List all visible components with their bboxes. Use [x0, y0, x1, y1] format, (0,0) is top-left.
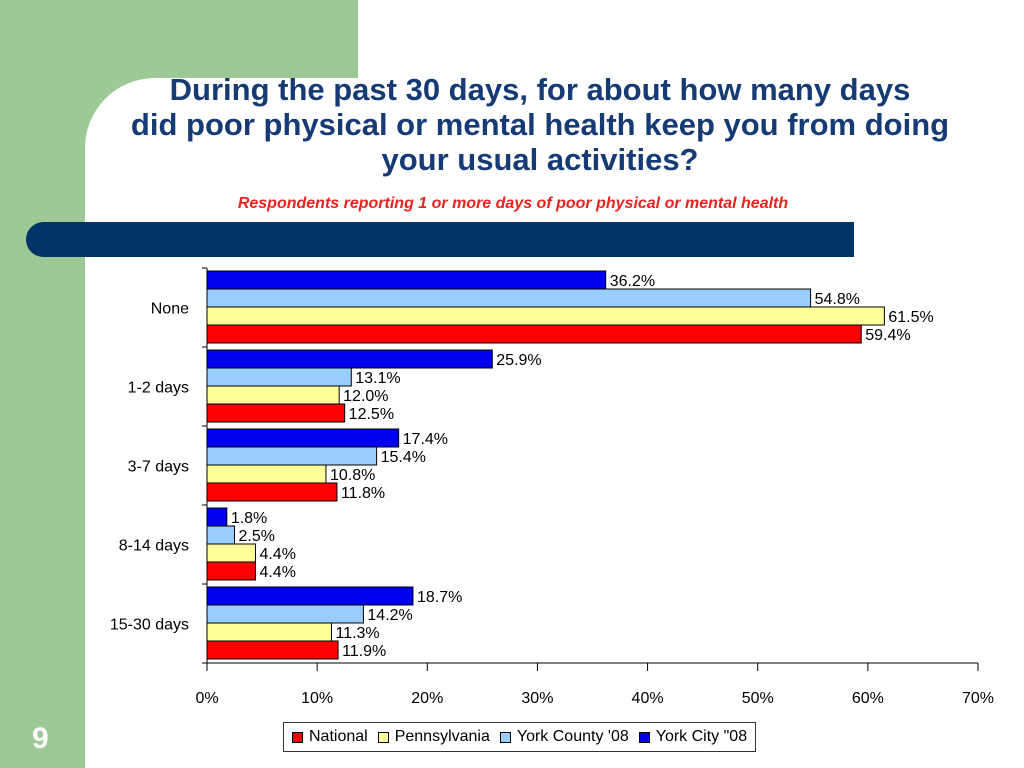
legend-swatch	[499, 731, 511, 743]
data-label: 25.9%	[496, 352, 541, 369]
data-label: 18.7%	[417, 589, 462, 606]
x-tick-label: 50%	[742, 690, 774, 707]
data-label: 61.5%	[888, 309, 933, 326]
bar	[206, 622, 332, 642]
legend-swatch	[377, 731, 389, 743]
data-label: 11.3%	[335, 625, 379, 642]
category-label: 3-7 days	[128, 459, 189, 476]
bar	[206, 482, 338, 502]
bar	[206, 428, 400, 448]
legend-item-york-county: York County '08	[499, 728, 629, 746]
bar	[206, 385, 340, 405]
slide-title: During the past 30 days, for about how m…	[70, 72, 1010, 177]
bar	[206, 543, 256, 563]
category-label: 8-14 days	[119, 538, 189, 555]
data-label: 54.8%	[815, 291, 860, 308]
legend-item-national: National	[292, 728, 368, 746]
x-tick-label: 20%	[411, 690, 443, 707]
data-label: 2.5%	[239, 528, 275, 545]
data-label: 4.4%	[259, 546, 295, 563]
x-tick-label: 60%	[852, 690, 884, 707]
legend-item-pennsylvania: Pennsylvania	[377, 728, 490, 746]
bar	[206, 349, 493, 369]
data-label: 59.4%	[865, 327, 910, 344]
bar	[206, 324, 862, 344]
title-line-1: During the past 30 days, for about how m…	[169, 72, 911, 107]
x-tick-label: 40%	[632, 690, 664, 707]
bar	[206, 306, 885, 326]
title-line-3: your usual activities?	[381, 142, 699, 177]
data-label: 13.1%	[355, 370, 400, 387]
title-line-2: did poor physical or mental health keep …	[130, 107, 950, 142]
slide-subtitle: Respondents reporting 1 or more days of …	[237, 195, 789, 212]
chart-legend: National Pennsylvania York County '08 Yo…	[283, 722, 757, 752]
x-tick-label: 30%	[521, 690, 553, 707]
bar	[206, 270, 607, 290]
x-tick-label: 0%	[195, 690, 218, 707]
legend-label: York County '08	[516, 728, 629, 745]
bar	[206, 525, 236, 545]
bar	[206, 367, 352, 387]
x-tick-label: 10%	[301, 690, 333, 707]
legend-label: York City "08	[655, 728, 748, 745]
data-label: 14.2%	[367, 607, 412, 624]
data-label: 15.4%	[381, 449, 426, 466]
data-label: 12.0%	[343, 388, 388, 405]
bar	[206, 288, 812, 308]
data-label: 4.4%	[259, 564, 295, 581]
legend-label: National	[309, 728, 368, 745]
page-number: 9	[32, 722, 49, 755]
category-label: 1-2 days	[128, 380, 189, 397]
bar	[206, 586, 414, 606]
category-label: None	[151, 301, 189, 318]
data-label: 1.8%	[231, 510, 267, 527]
bar	[206, 464, 327, 484]
data-label: 10.8%	[330, 467, 375, 484]
x-tick-label: 70%	[962, 690, 994, 707]
category-label: 15-30 days	[110, 617, 189, 634]
data-label: 11.8%	[341, 485, 385, 502]
legend-swatch	[638, 731, 650, 743]
legend-swatch	[292, 731, 303, 743]
bar	[206, 604, 364, 624]
legend-label: Pennsylvania	[394, 728, 490, 745]
data-label: 11.9%	[342, 643, 386, 660]
data-label: 12.5%	[349, 406, 394, 423]
bar	[206, 446, 378, 466]
data-label: 17.4%	[403, 431, 448, 448]
legend-item-york-city: York City "08	[638, 728, 748, 746]
navy-divider-bar	[26, 222, 854, 257]
bar	[206, 561, 256, 581]
bar	[206, 640, 339, 660]
data-label: 36.2%	[610, 273, 655, 290]
bar	[206, 507, 228, 527]
bar	[206, 403, 346, 423]
